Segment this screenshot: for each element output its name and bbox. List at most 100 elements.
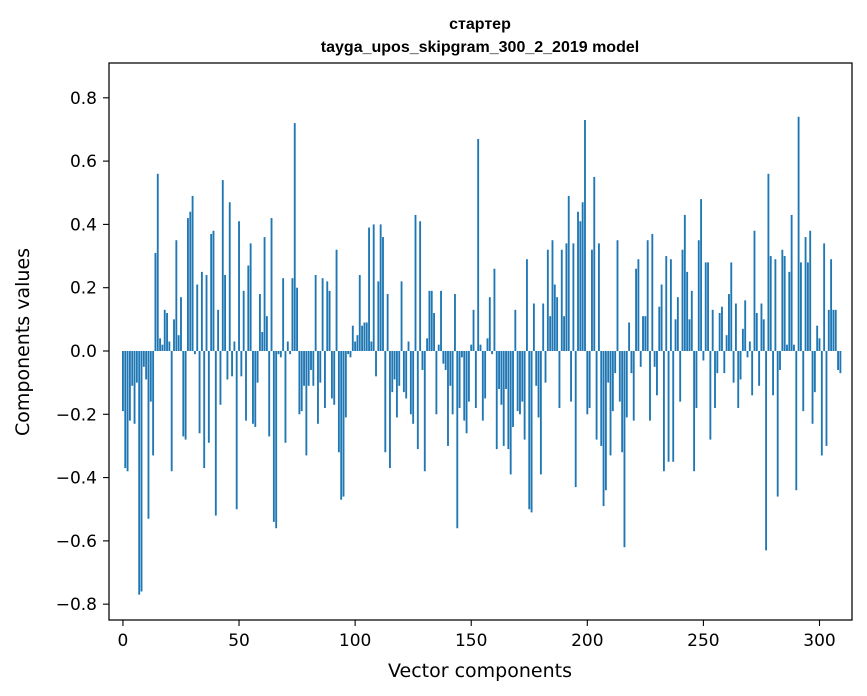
bar [470, 344, 473, 351]
bar [721, 306, 723, 351]
x-tick-label: 100 [339, 631, 371, 651]
bar [423, 350, 426, 472]
bar [486, 338, 489, 351]
bar [614, 350, 617, 374]
bar [637, 259, 640, 351]
y-tick-label: −0.8 [56, 595, 97, 615]
bar [739, 350, 742, 380]
bar [597, 243, 600, 351]
bar [502, 350, 505, 446]
bar [180, 297, 182, 351]
bar [321, 278, 324, 351]
bar [233, 341, 236, 351]
y-tick-label: 0.2 [70, 279, 97, 299]
bar [704, 262, 707, 351]
bar [783, 256, 786, 351]
bar [333, 350, 336, 405]
bar [458, 350, 461, 408]
chart-title-line1: стартер [449, 16, 511, 33]
bar [319, 350, 322, 383]
bar [491, 350, 494, 355]
bar [806, 262, 809, 351]
y-tick-label: −0.6 [56, 532, 97, 552]
bar [535, 350, 538, 386]
bar [375, 350, 377, 377]
bar [593, 176, 596, 351]
bar [591, 249, 593, 351]
bar [588, 350, 591, 408]
bar [242, 290, 245, 351]
bar [604, 350, 607, 491]
bar [407, 341, 410, 351]
bar [335, 249, 338, 351]
bar [272, 350, 275, 522]
bar [553, 284, 556, 351]
bar [832, 309, 835, 351]
bar [799, 262, 802, 351]
bar [725, 335, 728, 351]
bar [437, 344, 440, 351]
bar [263, 237, 266, 351]
bar [454, 294, 456, 351]
bar [382, 237, 384, 351]
bar [646, 240, 649, 351]
bar [607, 350, 610, 383]
bar [707, 262, 709, 351]
bar [488, 297, 491, 351]
bar [138, 350, 141, 595]
bar [442, 350, 445, 364]
bar [122, 350, 124, 412]
bar [683, 214, 686, 351]
bar [567, 195, 570, 351]
bar [714, 350, 716, 408]
bar [521, 350, 524, 402]
bar [744, 300, 747, 351]
bar [825, 350, 828, 446]
bar [337, 350, 340, 453]
bar [265, 316, 268, 351]
bar [347, 350, 350, 355]
bar [189, 211, 192, 351]
bar [595, 350, 598, 440]
bar [131, 350, 134, 386]
bar [823, 243, 826, 351]
bar [618, 350, 621, 402]
bar [238, 221, 240, 351]
bar [344, 350, 347, 418]
bar [217, 309, 220, 351]
bar [419, 221, 422, 351]
bar [405, 350, 408, 399]
bar [467, 350, 470, 402]
bar [709, 350, 712, 440]
bar [755, 313, 758, 351]
bar [730, 262, 733, 351]
bar [261, 332, 264, 351]
x-axis-label: Vector components [388, 660, 572, 682]
bar [544, 350, 547, 383]
bar [741, 328, 744, 351]
bar [837, 350, 839, 370]
bar [191, 195, 194, 351]
bar [767, 173, 770, 351]
bar [428, 290, 431, 351]
bar [196, 284, 199, 351]
bar [716, 350, 719, 374]
bar [507, 350, 510, 450]
bar [542, 303, 545, 351]
bar [142, 350, 145, 367]
bar [395, 350, 398, 418]
bar [235, 350, 238, 510]
bar [632, 350, 635, 421]
bar [224, 275, 227, 351]
bar [426, 338, 429, 351]
bar [303, 350, 305, 386]
bar [781, 249, 784, 351]
bar [252, 350, 254, 424]
x-tick-label: 200 [571, 631, 603, 651]
bar [421, 350, 424, 370]
bar [660, 284, 663, 351]
bar [245, 350, 247, 421]
bar [811, 350, 814, 424]
y-tick-label: −0.4 [56, 469, 97, 489]
bar [212, 230, 215, 351]
